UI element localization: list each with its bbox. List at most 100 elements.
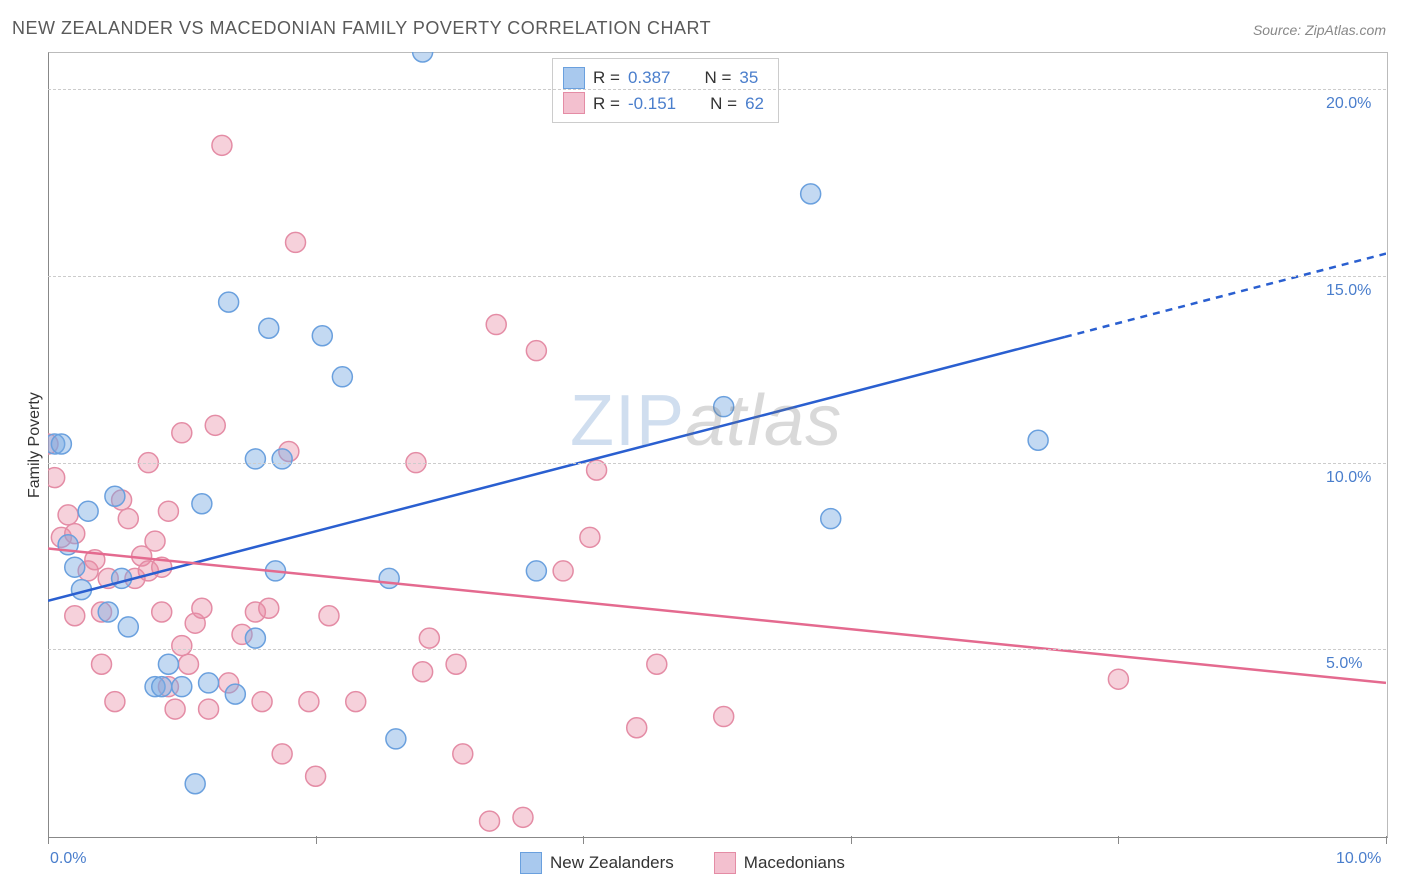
data-point <box>225 684 245 704</box>
legend-swatch <box>714 852 736 874</box>
data-point <box>51 434 71 454</box>
data-point <box>580 527 600 547</box>
y-tick-label: 20.0% <box>1326 95 1371 113</box>
data-point <box>145 531 165 551</box>
data-point <box>259 598 279 618</box>
legend-n-label: N = <box>710 91 737 117</box>
data-point <box>172 677 192 697</box>
data-point <box>332 367 352 387</box>
legend-item: Macedonians <box>714 852 845 874</box>
data-point <box>319 606 339 626</box>
data-point <box>212 135 232 155</box>
data-point <box>65 606 85 626</box>
data-point <box>1108 669 1128 689</box>
data-point <box>714 397 734 417</box>
legend-series-name: New Zealanders <box>550 853 674 873</box>
x-tick <box>1386 836 1387 844</box>
data-point <box>419 628 439 648</box>
legend-series: New Zealanders Macedonians <box>520 852 845 874</box>
data-point <box>480 811 500 831</box>
legend-r-value: 0.387 <box>628 65 671 91</box>
data-point <box>272 449 292 469</box>
data-point <box>821 509 841 529</box>
chart-container: NEW ZEALANDER VS MACEDONIAN FAMILY POVER… <box>0 0 1406 892</box>
data-point <box>453 744 473 764</box>
gridline <box>48 89 1386 90</box>
plot-svg <box>0 0 1406 892</box>
gridline <box>48 463 1386 464</box>
data-point <box>205 415 225 435</box>
x-tick-label: 0.0% <box>50 850 86 868</box>
gridline <box>48 649 1386 650</box>
data-point <box>526 561 546 581</box>
data-point <box>553 561 573 581</box>
legend-swatch <box>563 67 585 89</box>
data-point <box>801 184 821 204</box>
data-point <box>192 598 212 618</box>
data-point <box>58 505 78 525</box>
data-point <box>714 707 734 727</box>
data-point <box>172 423 192 443</box>
x-tick <box>851 836 852 844</box>
data-point <box>252 692 272 712</box>
x-tick <box>48 836 49 844</box>
legend-correlation-box: R =0.387N =35R =-0.151N =62 <box>552 58 779 123</box>
data-point <box>486 315 506 335</box>
legend-series-name: Macedonians <box>744 853 845 873</box>
gridline <box>48 276 1386 277</box>
data-point <box>152 677 172 697</box>
legend-n-label: N = <box>704 65 731 91</box>
data-point <box>45 468 65 488</box>
data-point <box>259 318 279 338</box>
y-tick-label: 10.0% <box>1326 469 1371 487</box>
data-point <box>346 692 366 712</box>
data-point <box>165 699 185 719</box>
data-point <box>192 494 212 514</box>
data-point <box>105 486 125 506</box>
x-tick <box>583 836 584 844</box>
legend-row: R = -0.151 N = 62 <box>563 91 764 117</box>
data-point <box>647 654 667 674</box>
data-point <box>413 662 433 682</box>
data-point <box>158 501 178 521</box>
data-point <box>158 654 178 674</box>
legend-r-label: R = <box>593 91 620 117</box>
data-point <box>245 628 265 648</box>
data-point <box>219 292 239 312</box>
data-point <box>65 557 85 577</box>
legend-n-value: 62 <box>745 91 764 117</box>
data-point <box>286 232 306 252</box>
data-point <box>245 449 265 469</box>
data-point <box>526 341 546 361</box>
data-point <box>379 568 399 588</box>
data-point <box>112 568 132 588</box>
x-tick <box>1118 836 1119 844</box>
data-point <box>1028 430 1048 450</box>
data-point <box>118 617 138 637</box>
data-point <box>172 636 192 656</box>
data-point <box>446 654 466 674</box>
data-point <box>306 766 326 786</box>
legend-r-label: R = <box>593 65 620 91</box>
legend-item: New Zealanders <box>520 852 674 874</box>
data-point <box>105 692 125 712</box>
data-point <box>312 326 332 346</box>
data-point <box>299 692 319 712</box>
data-point <box>178 654 198 674</box>
data-point <box>513 807 533 827</box>
data-point <box>627 718 647 738</box>
legend-row: R =0.387N =35 <box>563 65 764 91</box>
data-point <box>98 602 118 622</box>
data-point <box>386 729 406 749</box>
y-tick-label: 15.0% <box>1326 282 1371 300</box>
data-point <box>118 509 138 529</box>
data-point <box>199 699 219 719</box>
legend-swatch <box>520 852 542 874</box>
trend-line <box>48 337 1065 601</box>
data-point <box>78 501 98 521</box>
data-point <box>413 42 433 62</box>
data-point <box>185 774 205 794</box>
x-tick <box>316 836 317 844</box>
data-point <box>92 654 112 674</box>
legend-r-value: -0.151 <box>628 91 676 117</box>
